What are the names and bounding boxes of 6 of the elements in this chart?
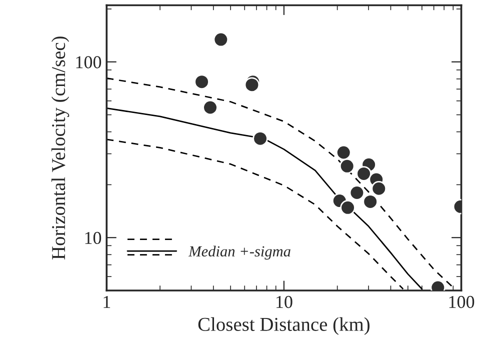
x-tick-label: 10 (276, 296, 292, 308)
legend-label: Median +-sigma (188, 246, 290, 260)
y-axis-title: Horizontal Velocity (cm/sec) (51, 36, 70, 260)
x-axis-title: Closest Distance (km) (198, 317, 370, 335)
x-tick-label: 1 (104, 296, 110, 308)
x-tick-label: 100 (449, 296, 474, 308)
